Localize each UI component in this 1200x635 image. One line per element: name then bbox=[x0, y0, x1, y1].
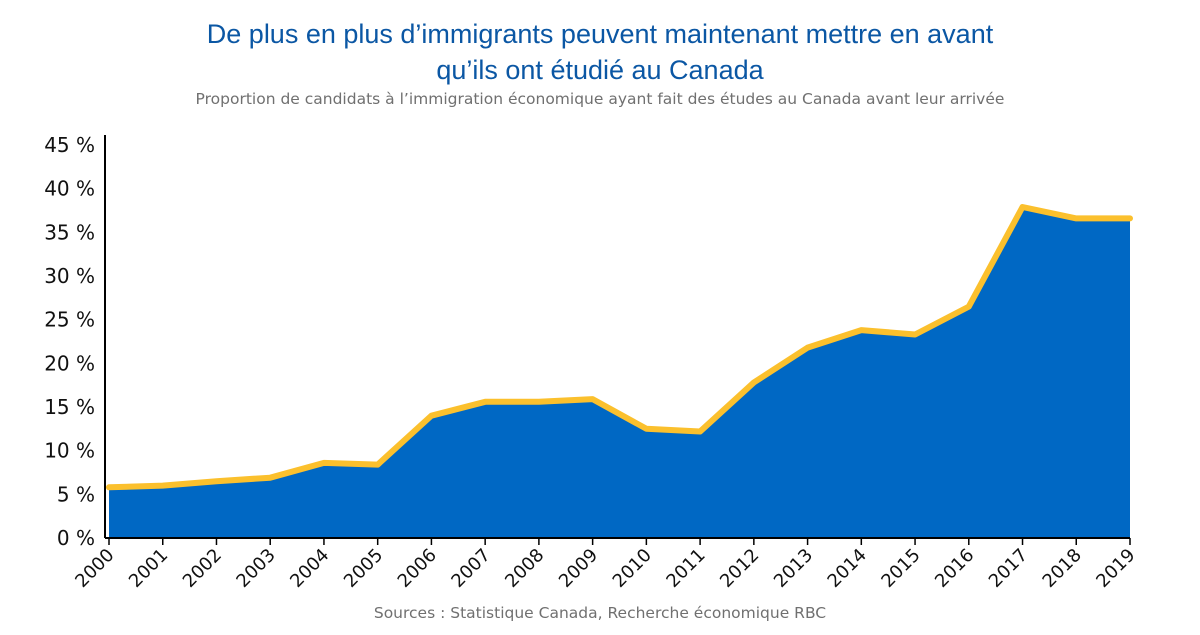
x-tick-label: 2013 bbox=[770, 545, 817, 592]
x-tick-label: 2019 bbox=[1092, 545, 1139, 592]
data-point-2015 bbox=[912, 332, 918, 337]
series-area bbox=[109, 207, 1130, 538]
data-point-2008 bbox=[536, 399, 542, 405]
chart-title: De plus en plus d’immigrants peuvent mai… bbox=[0, 16, 1200, 88]
x-tick-label: 2002 bbox=[179, 545, 226, 592]
data-point-2017 bbox=[1020, 204, 1025, 210]
y-tick-label: 35 % bbox=[44, 220, 95, 244]
x-tick-label: 2012 bbox=[716, 545, 763, 592]
chart-source: Sources : Statistique Canada, Recherche … bbox=[373, 604, 827, 622]
x-tick-label: 2009 bbox=[555, 545, 602, 592]
data-point-2004 bbox=[321, 460, 327, 466]
series-line bbox=[106, 204, 1133, 491]
y-tick-label: 20 % bbox=[44, 351, 95, 375]
data-point-2005 bbox=[375, 462, 381, 468]
chart-title-line-2: qu’ils ont étudié au Canada bbox=[436, 55, 764, 85]
data-point-2000 bbox=[106, 484, 112, 490]
data-point-2001 bbox=[160, 483, 166, 489]
y-tick-label: 30 % bbox=[44, 264, 95, 288]
x-tick-label: 2000 bbox=[71, 545, 118, 592]
x-tick-label: 2016 bbox=[931, 545, 978, 592]
x-tick-label: 2003 bbox=[232, 545, 279, 592]
data-point-2013 bbox=[805, 345, 811, 351]
data-point-2003 bbox=[267, 475, 273, 481]
x-tick-label: 2011 bbox=[662, 545, 709, 592]
x-tick-label: 2018 bbox=[1039, 545, 1086, 592]
data-point-2010 bbox=[643, 426, 649, 432]
x-tick-label: 2017 bbox=[985, 545, 1032, 592]
x-tick-label: 2005 bbox=[340, 545, 387, 592]
x-tick-label: 2004 bbox=[286, 545, 333, 592]
x-tick-label: 2014 bbox=[824, 545, 871, 592]
data-point-2016 bbox=[966, 304, 972, 310]
x-tick-label: 2015 bbox=[877, 545, 924, 592]
data-point-2014 bbox=[858, 327, 864, 333]
chart-title-line-1: De plus en plus d’immigrants peuvent mai… bbox=[206, 19, 994, 49]
y-tick-label: 15 % bbox=[44, 395, 95, 419]
data-point-2002 bbox=[214, 478, 219, 484]
plot-area bbox=[104, 135, 1133, 539]
y-tick-label: 5 % bbox=[57, 482, 95, 506]
y-axis-ticks: 0 % 5 % 10 % 15 % 20 % 25 % 30 % 35 % 40 % 45 % bbox=[44, 133, 95, 550]
y-tick-label: 10 % bbox=[44, 439, 95, 463]
y-tick-label: 40 % bbox=[44, 177, 95, 201]
data-point-2012 bbox=[751, 380, 757, 385]
data-point-2009 bbox=[590, 396, 596, 402]
y-tick-label: 0 % bbox=[57, 526, 95, 550]
x-tick-label: 2010 bbox=[609, 545, 656, 592]
data-point-2006 bbox=[428, 413, 434, 419]
data-point-2018 bbox=[1073, 215, 1079, 221]
chart-subtitle: Proportion de candidats à l’immigration … bbox=[195, 90, 1005, 108]
data-point-2011 bbox=[697, 429, 703, 434]
y-tick-label: 45 % bbox=[44, 133, 95, 157]
y-tick-label: 25 % bbox=[44, 308, 95, 332]
data-point-2007 bbox=[482, 399, 488, 405]
x-tick-label: 2008 bbox=[501, 545, 548, 592]
data-point-2019 bbox=[1127, 215, 1133, 221]
x-tick-label: 2006 bbox=[394, 545, 441, 592]
x-tick-label: 2007 bbox=[447, 545, 494, 592]
x-tick-label: 2001 bbox=[125, 545, 172, 592]
x-axis-ticks: 2000 2001 2002 2003 2004 2005 2006 2007 2008 2009… bbox=[71, 538, 1140, 592]
